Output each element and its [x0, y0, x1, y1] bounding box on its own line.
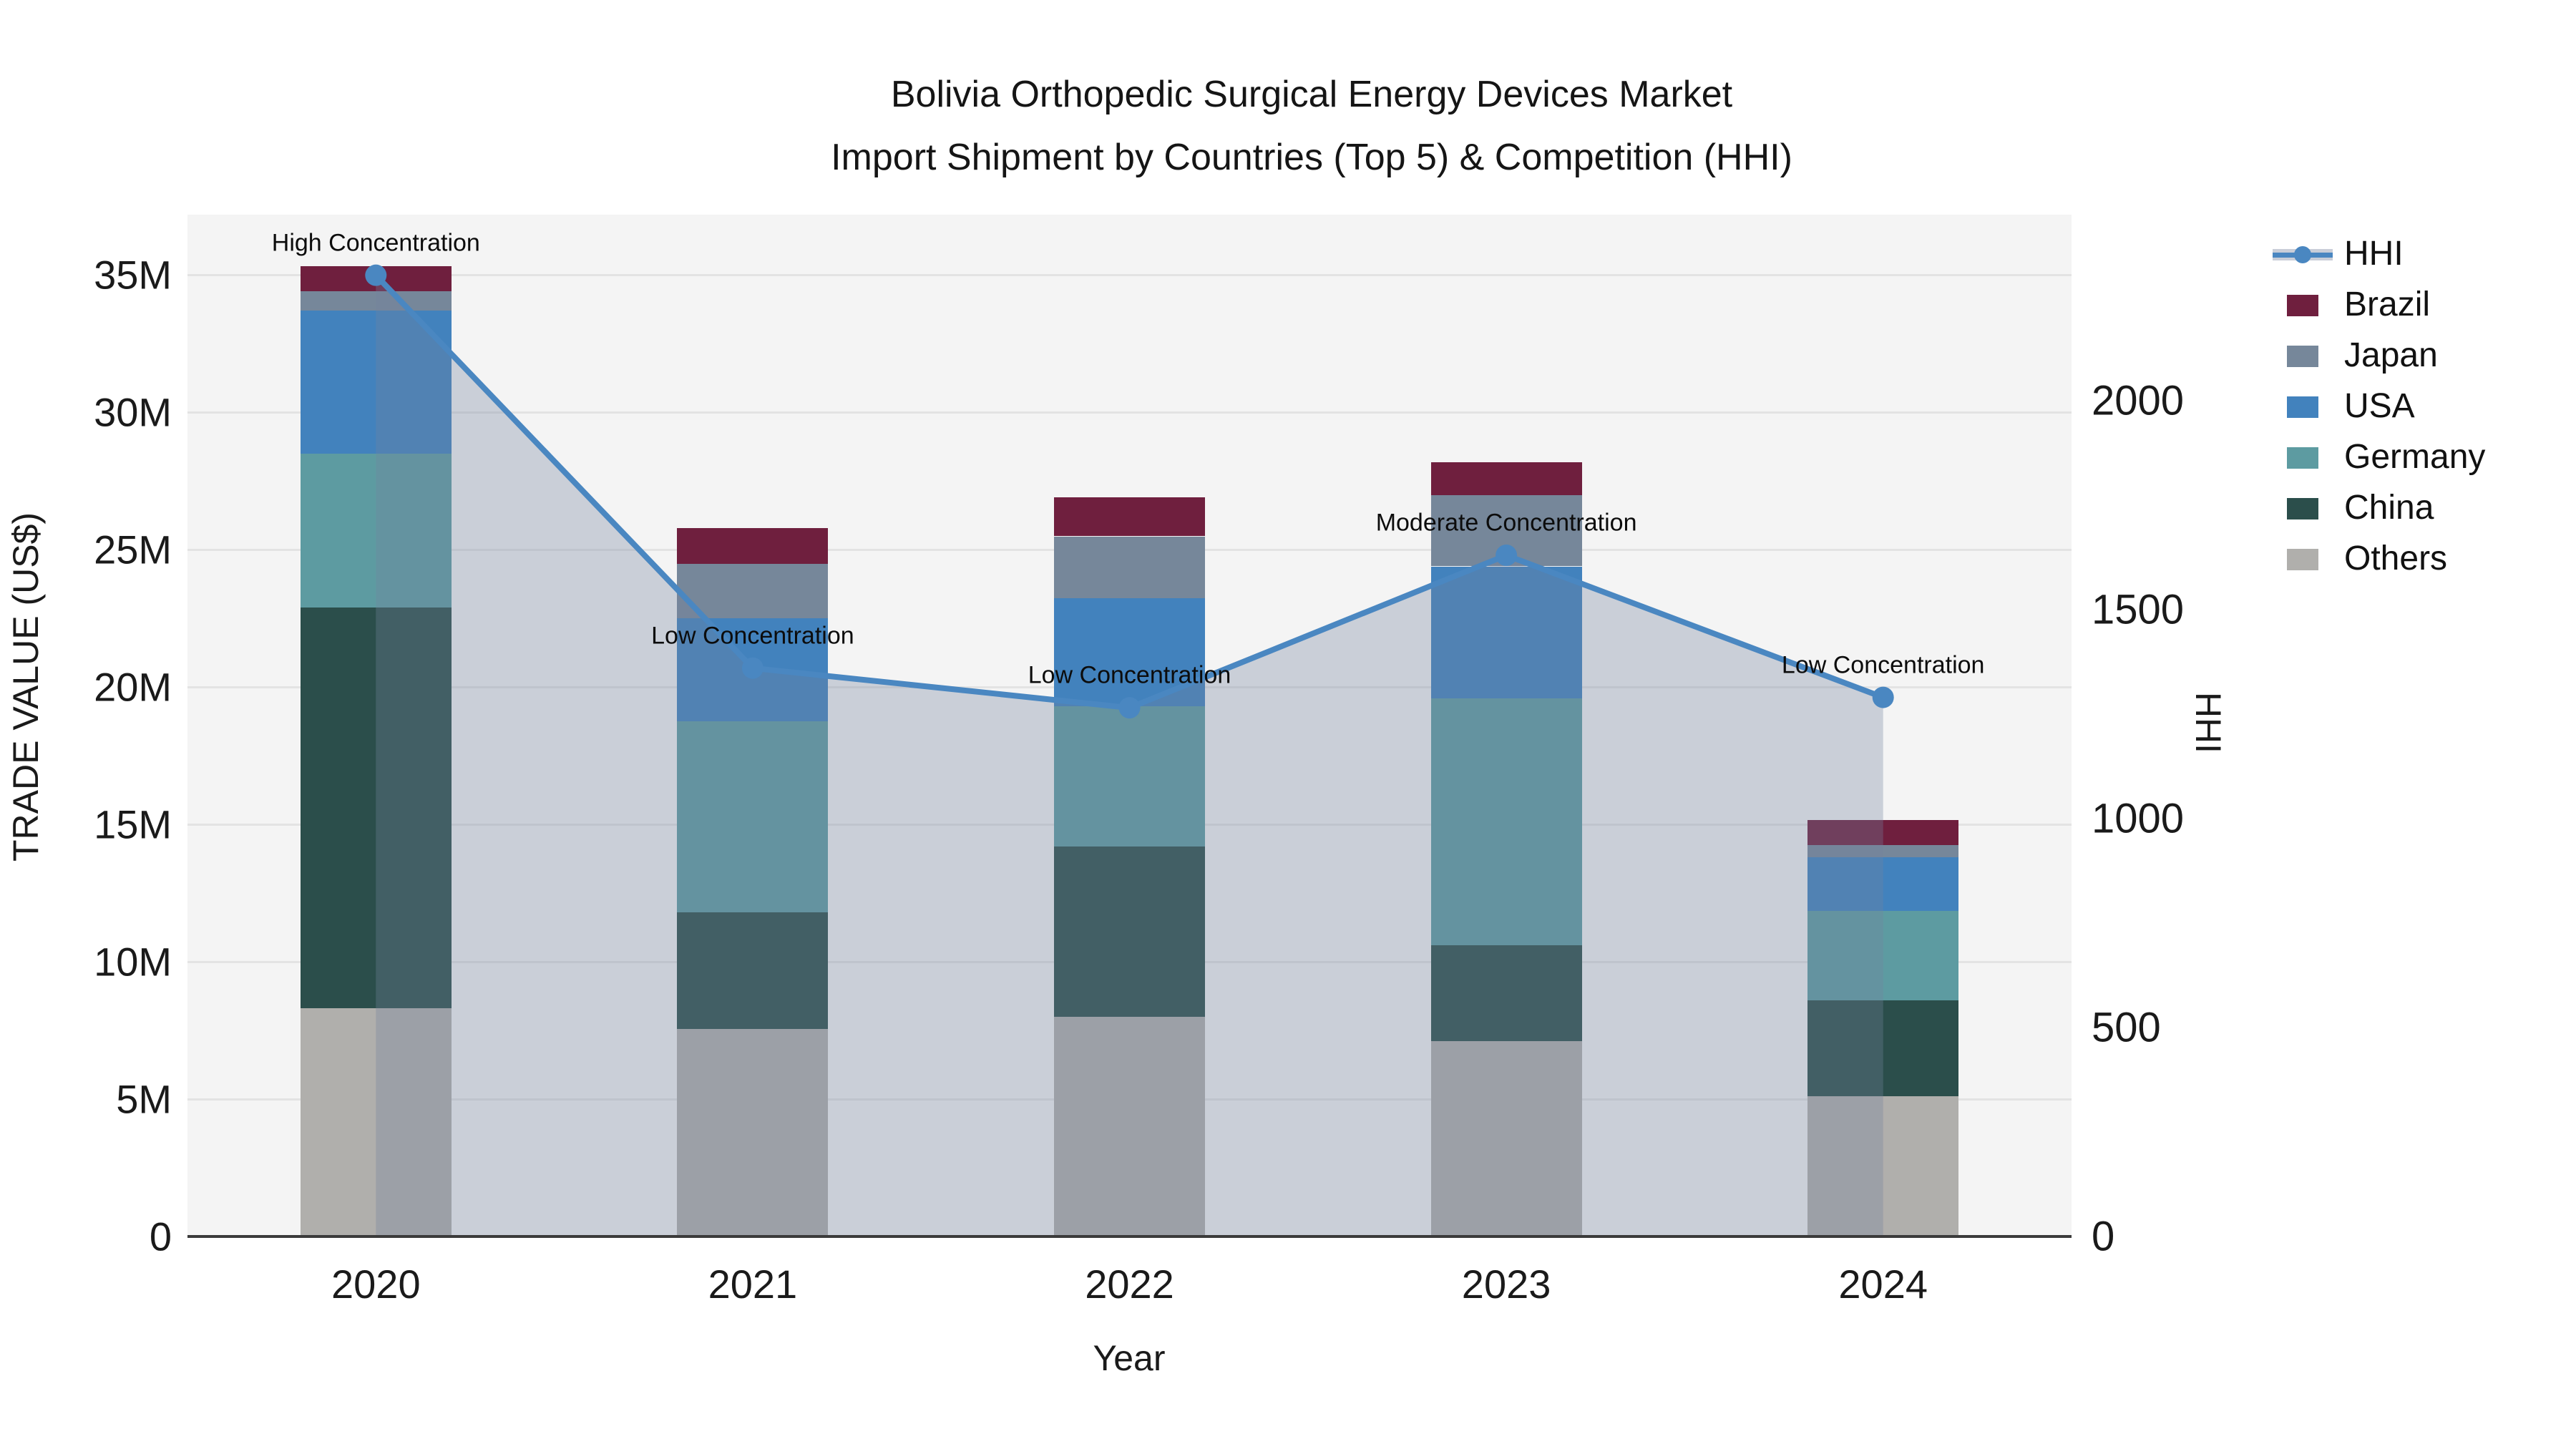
hhi-line-overlay — [365, 264, 1894, 1236]
bar-segment-2022-others — [1054, 1017, 1205, 1236]
chart-title-line2: Import Shipment by Countries (Top 5) & C… — [831, 137, 1792, 178]
bar-segment-2024-brazil — [1807, 820, 1958, 845]
x-tick-2021: 2021 — [708, 1262, 798, 1307]
left-tick-15M: 15M — [94, 801, 172, 847]
annotation-2021: Low Concentration — [651, 622, 854, 650]
bar-segment-2022-germany — [1054, 706, 1205, 847]
bar-segment-2021-others — [677, 1029, 828, 1236]
right-tick-1500: 1500 — [2092, 586, 2185, 633]
hhi-area-fill — [376, 275, 1883, 1236]
bar-segment-2023-brazil — [1431, 462, 1582, 495]
legend-swatch-japan — [2287, 346, 2318, 367]
legend-swatch-usa — [2287, 396, 2318, 418]
left-tick-25M: 25M — [94, 527, 172, 572]
legend-label-usa: USA — [2344, 386, 2415, 425]
legend-label-others: Others — [2344, 539, 2448, 577]
right-tick-500: 500 — [2092, 1004, 2161, 1051]
x-axis-title: Year — [1093, 1338, 1166, 1378]
legend-swatch-others — [2287, 549, 2318, 570]
bar-segment-2020-usa — [301, 311, 452, 454]
bar-segment-2023-usa — [1431, 567, 1582, 698]
hhi-marker-2021 — [741, 657, 763, 679]
bar-segment-2022-china — [1054, 847, 1205, 1017]
bar-segment-2022-brazil — [1054, 497, 1205, 536]
left-tick-10M: 10M — [94, 939, 172, 985]
x-tick-2022: 2022 — [1085, 1262, 1174, 1307]
legend-label-china: China — [2344, 488, 2434, 527]
x-tick-2024: 2024 — [1838, 1262, 1928, 1307]
right-tick-0: 0 — [2092, 1213, 2115, 1260]
legend-swatch-germany — [2287, 447, 2318, 469]
bar-segment-2020-china — [301, 608, 452, 1008]
left-tick-35M: 35M — [94, 252, 172, 298]
x-axis-line — [187, 1235, 2072, 1238]
bar-segment-2023-others — [1431, 1041, 1582, 1236]
gridline-35M — [187, 274, 2072, 277]
x-tick-2020: 2020 — [331, 1262, 421, 1307]
bar-segment-2020-japan — [301, 291, 452, 311]
bar-segment-2021-germany — [677, 721, 828, 912]
hhi-marker-2023 — [1496, 545, 1518, 566]
annotation-2023: Moderate Concentration — [1375, 509, 1637, 537]
hhi-legend-handle-icon — [2273, 244, 2333, 265]
hhi-marker-2020 — [365, 264, 387, 286]
bar-segment-2024-others — [1807, 1096, 1958, 1236]
bar-segment-2021-brazil — [677, 528, 828, 564]
bar-segment-2024-china — [1807, 1000, 1958, 1096]
legend-label-germany: Germany — [2344, 437, 2486, 476]
bar-segment-2023-china — [1431, 945, 1582, 1041]
plot-area — [187, 215, 2072, 1238]
annotation-2020: High Concentration — [271, 229, 480, 257]
bar-segment-2020-germany — [301, 454, 452, 608]
bar-segment-2024-usa — [1807, 857, 1958, 911]
right-tick-1000: 1000 — [2092, 795, 2185, 842]
chart-title-line1: Bolivia Orthopedic Surgical Energy Devic… — [890, 74, 1733, 115]
left-tick-20M: 20M — [94, 664, 172, 710]
left-tick-5M: 5M — [116, 1076, 172, 1122]
bar-segment-2024-japan — [1807, 845, 1958, 857]
bar-segment-2021-japan — [677, 563, 828, 618]
x-tick-2023: 2023 — [1461, 1262, 1551, 1307]
chart-title: Bolivia Orthopedic Surgical Energy Devic… — [831, 63, 1792, 189]
hhi-marker-2022 — [1118, 697, 1141, 719]
hhi-marker-2024 — [1872, 686, 1894, 708]
annotation-2024: Low Concentration — [1781, 651, 1985, 679]
bar-segment-2022-japan — [1054, 537, 1205, 598]
right-axis-title: HHI — [2188, 691, 2228, 754]
bar-segment-2024-germany — [1807, 911, 1958, 1000]
legend-swatch-brazil — [2287, 295, 2318, 316]
legend-label-brazil: Brazil — [2344, 285, 2431, 323]
gridline-30M — [187, 411, 2072, 414]
left-tick-0: 0 — [149, 1214, 172, 1259]
legend-label-japan: Japan — [2344, 336, 2438, 374]
bar-segment-2020-others — [301, 1008, 452, 1236]
legend-swatch-china — [2287, 498, 2318, 519]
bar-segment-2021-china — [677, 912, 828, 1029]
bar-segment-2023-germany — [1431, 698, 1582, 945]
legend-label-hhi: HHI — [2344, 234, 2404, 273]
right-tick-2000: 2000 — [2092, 377, 2185, 424]
left-tick-30M: 30M — [94, 389, 172, 435]
annotation-2022: Low Concentration — [1028, 661, 1231, 689]
